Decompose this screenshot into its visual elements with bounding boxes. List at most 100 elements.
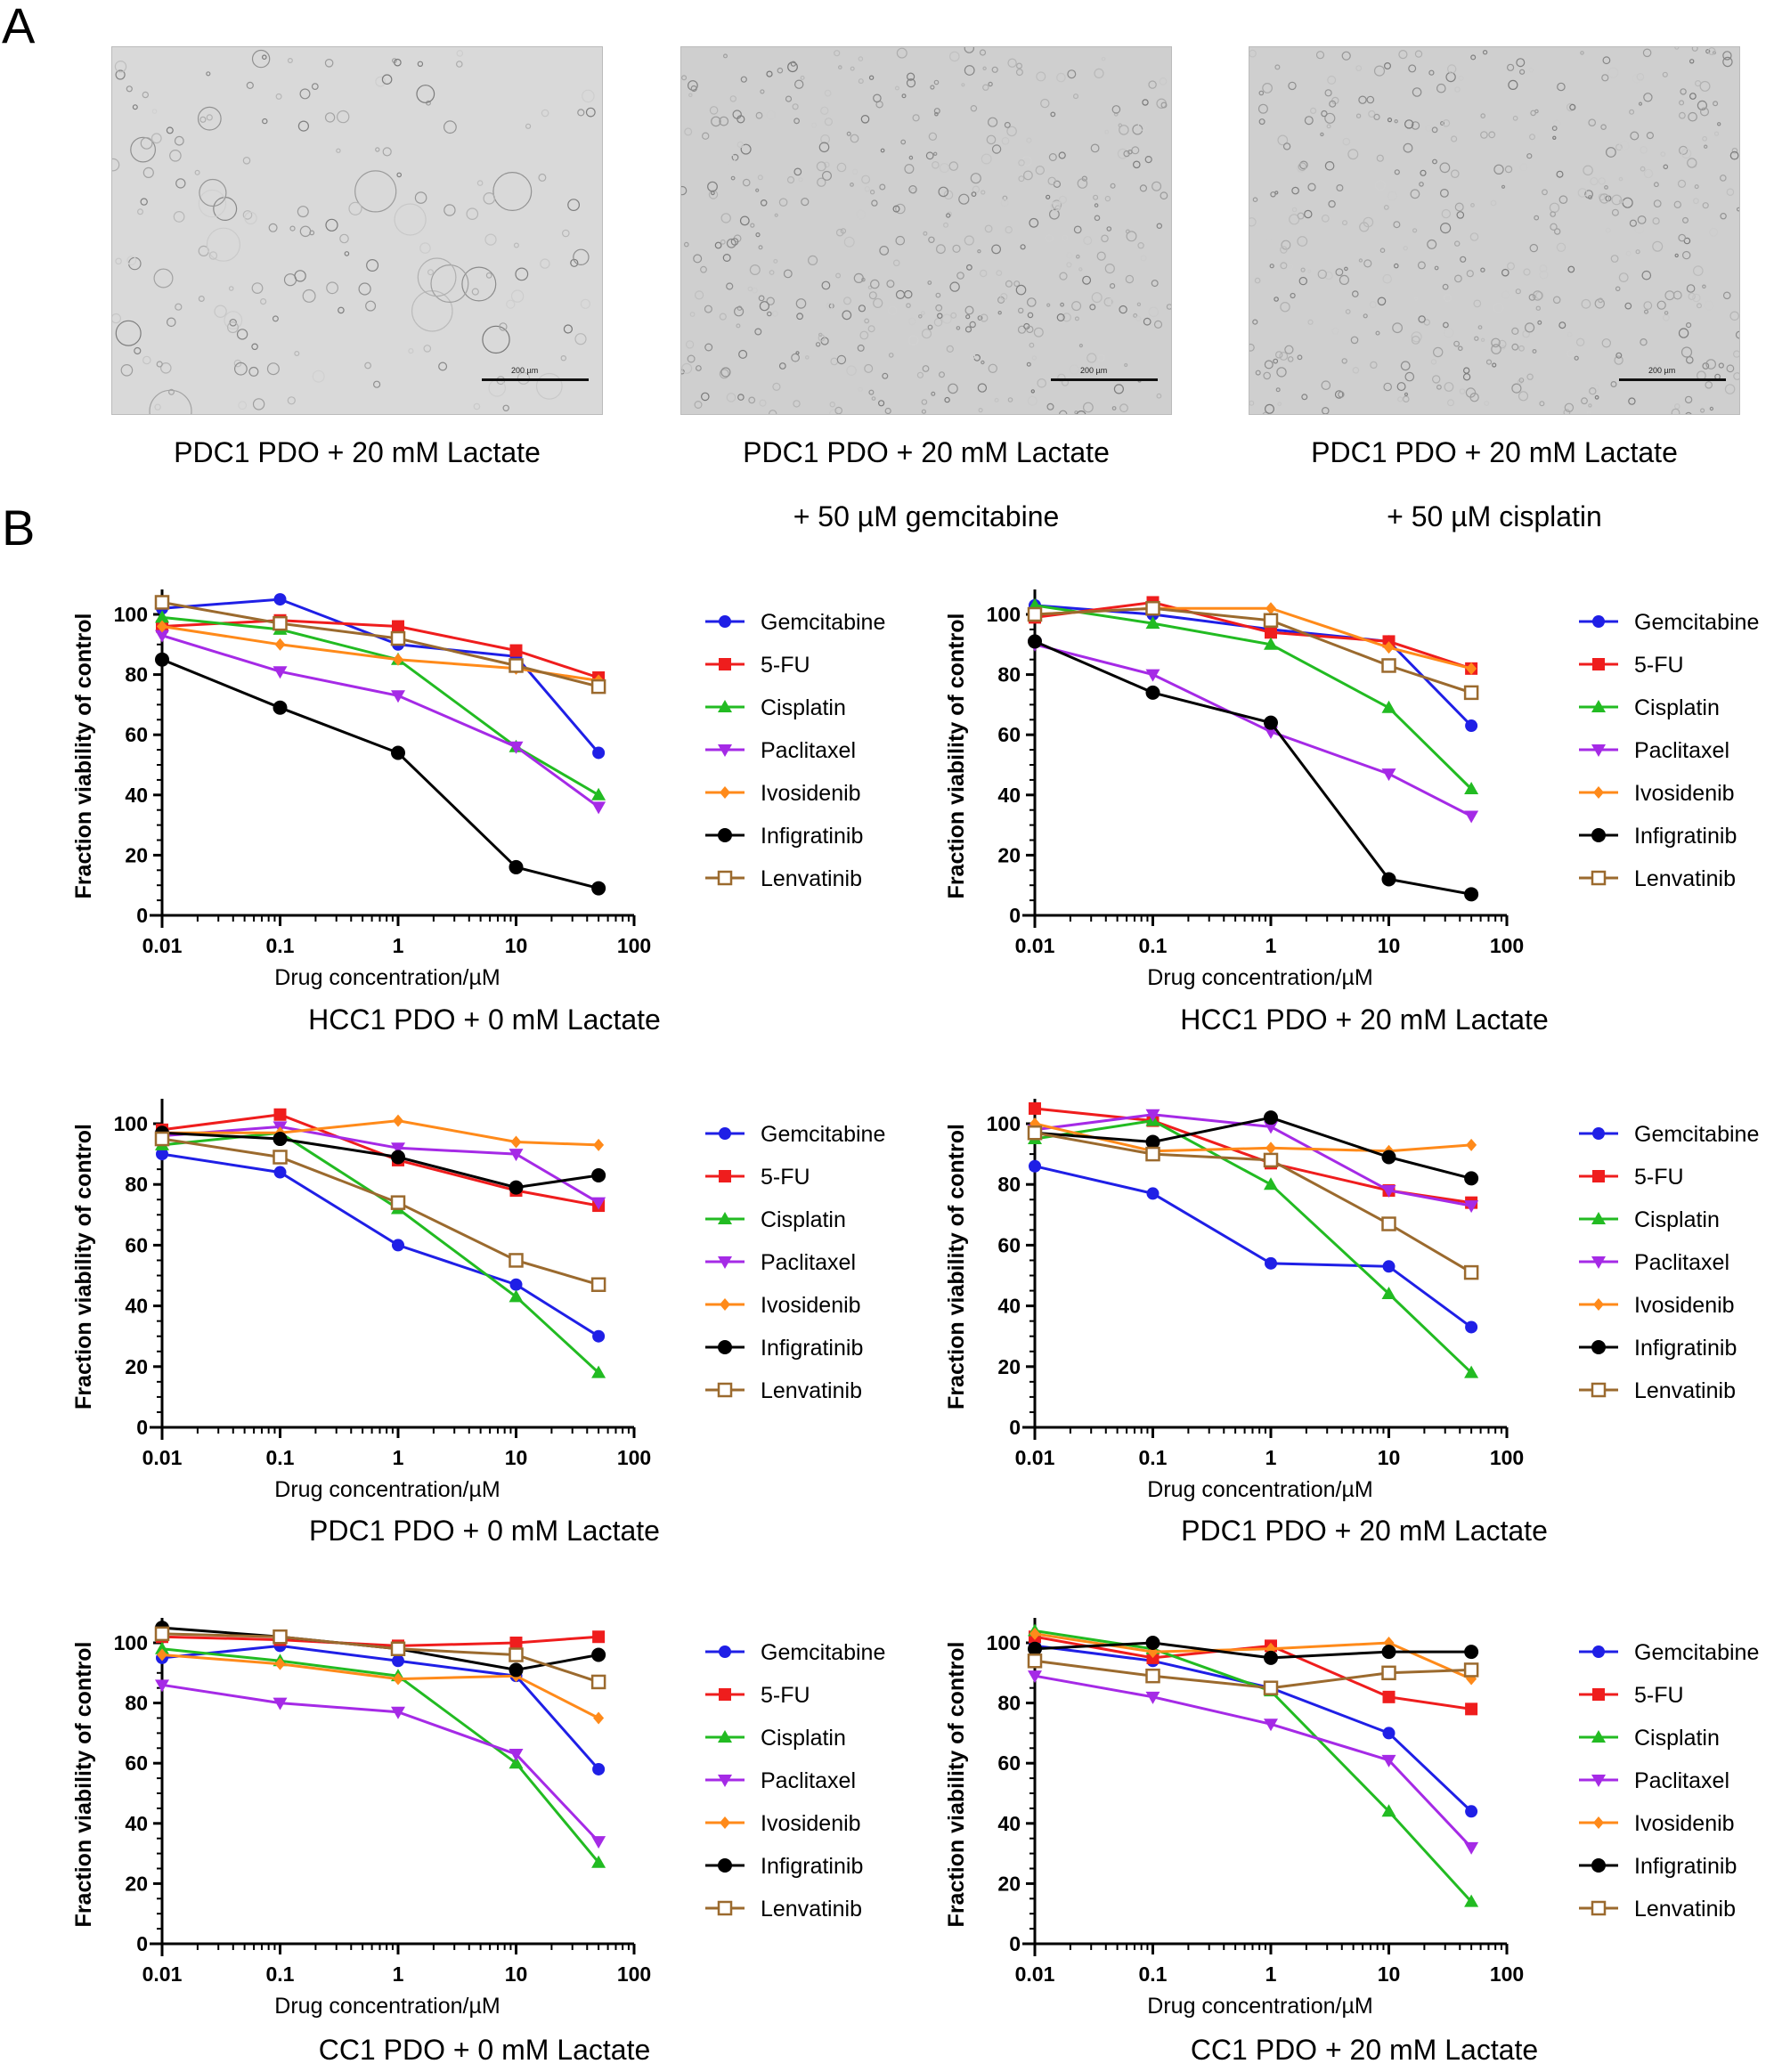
x-axis-label: Drug concentration/µM: [274, 1994, 500, 2019]
data-point: [1383, 1727, 1396, 1739]
x-tick-label: 0.01: [1015, 1962, 1055, 1986]
y-tick-label: 20: [997, 843, 1021, 866]
data-point: [1029, 1654, 1041, 1667]
legend-label: Lenvatinib: [761, 1897, 862, 1922]
chart-4: 0204060801000.01 0.1 1 10 100Drug concentrat…: [944, 1099, 1759, 1547]
series-line: [162, 627, 598, 681]
y-tick-label: 100: [987, 1112, 1021, 1135]
legend-label: Lenvatinib: [1634, 1378, 1736, 1403]
legend-item-gemcitabine: Gemcitabine: [705, 1640, 885, 1665]
legend-label: Gemcitabine: [761, 1640, 885, 1665]
series-infigratinib: [155, 653, 606, 896]
series-line: [162, 636, 598, 808]
data-point: [1465, 719, 1477, 732]
y-tick-label: 0: [136, 1932, 148, 1955]
data-point: [1146, 1636, 1160, 1650]
data-point: [1383, 1260, 1396, 1272]
y-tick-label: 20: [125, 1355, 148, 1378]
legend-item-5-fu: 5-FU: [1579, 1165, 1684, 1190]
legend-label: Paclitaxel: [761, 738, 856, 763]
x-tick-label: 10: [505, 934, 528, 957]
data-point: [274, 1151, 287, 1164]
legend-marker: [1593, 786, 1604, 799]
legend-marker: [719, 872, 731, 884]
data-point: [509, 860, 524, 874]
data-point: [592, 1279, 605, 1291]
data-point: [392, 1197, 404, 1209]
legend-label: Cisplatin: [761, 1207, 846, 1232]
data-point: [510, 1254, 523, 1266]
data-point: [592, 1330, 605, 1343]
series-infigratinib: [155, 1125, 606, 1194]
legend-label: 5-FU: [1634, 1683, 1684, 1708]
series-line: [162, 1133, 598, 1372]
x-tick-label: 0.01: [1015, 934, 1055, 957]
legend-item-paclitaxel: Paclitaxel: [705, 1250, 856, 1275]
data-point: [592, 1676, 605, 1688]
data-point: [591, 788, 606, 800]
series-cisplatin: [1028, 1114, 1478, 1378]
legend-marker: [720, 1816, 730, 1829]
legend-marker: [1591, 828, 1606, 842]
y-tick-label: 0: [136, 904, 148, 927]
x-tick-label: 0.1: [1139, 934, 1168, 957]
legend-item-paclitaxel: Paclitaxel: [1579, 1250, 1729, 1275]
data-point: [510, 645, 523, 657]
y-tick-label: 60: [997, 723, 1021, 746]
chart-title: PDC1 PDO + 20 mM Lactate: [1181, 1515, 1548, 1547]
series-lenvatinib: [1029, 1654, 1477, 1694]
series-line: [162, 1637, 598, 1645]
legend-item-infigratinib: Infigratinib: [1579, 1336, 1737, 1361]
legend-marker: [1592, 1384, 1605, 1396]
series-line: [1035, 605, 1471, 789]
y-tick-label: 60: [997, 1751, 1021, 1775]
series-line: [162, 1655, 598, 1719]
legend-item-gemcitabine: Gemcitabine: [705, 610, 885, 635]
y-tick-label: 80: [997, 1173, 1021, 1196]
legend-marker: [719, 1127, 731, 1140]
series-line: [1035, 1645, 1471, 1811]
legend-item-lenvatinib: Lenvatinib: [705, 1378, 862, 1403]
data-point: [1382, 768, 1396, 781]
x-tick-label: 0.01: [142, 1962, 183, 1986]
data-point: [591, 1168, 606, 1182]
data-point: [592, 1630, 605, 1643]
data-point: [156, 1133, 168, 1145]
y-tick-label: 40: [125, 784, 148, 807]
x-tick-label: 10: [1378, 934, 1401, 957]
legend-item-infigratinib: Infigratinib: [705, 1854, 863, 1879]
legend-label: Paclitaxel: [1634, 1250, 1729, 1275]
series-lenvatinib: [156, 596, 605, 693]
chart-title: HCC1 PDO + 0 mM Lactate: [308, 1003, 661, 1036]
legend-item-ivosidenib: Ivosidenib: [1579, 1811, 1735, 1836]
legend-item-cisplatin: Cisplatin: [1579, 1207, 1720, 1232]
data-point: [393, 1115, 403, 1127]
data-point: [274, 1166, 287, 1179]
legend-item-5-fu: 5-FU: [705, 653, 810, 678]
x-axis-label: Drug concentration/µM: [1147, 1477, 1372, 1502]
legend-label: Lenvatinib: [1634, 1897, 1736, 1922]
data-point: [1382, 872, 1396, 886]
legend-item-infigratinib: Infigratinib: [1579, 824, 1737, 849]
data-point: [591, 1648, 606, 1662]
data-point: [1265, 1257, 1277, 1270]
legend-marker: [1592, 1902, 1605, 1914]
y-axis-label: Fraction viability of control: [71, 1124, 96, 1410]
data-point: [274, 617, 287, 630]
data-point: [1464, 1171, 1478, 1185]
x-axis-label: Drug concentration/µM: [274, 1477, 500, 1502]
data-point: [274, 1109, 287, 1121]
x-axis-label: Drug concentration/µM: [1147, 1994, 1372, 2019]
legend-marker: [720, 1298, 730, 1311]
x-tick-label: 10: [505, 1446, 528, 1469]
data-point: [592, 746, 605, 759]
legend-marker: [719, 1384, 731, 1396]
data-point: [1265, 1682, 1277, 1694]
y-tick-label: 100: [114, 603, 148, 626]
chart-1: 0204060801000.01 0.1 1 10 100Drug concentrat…: [71, 589, 885, 1036]
y-tick-label: 100: [114, 1112, 148, 1135]
legend-item-ivosidenib: Ivosidenib: [1579, 1293, 1735, 1318]
series-line: [162, 1115, 598, 1206]
series-line: [1035, 1676, 1471, 1848]
series-line: [162, 1649, 598, 1863]
